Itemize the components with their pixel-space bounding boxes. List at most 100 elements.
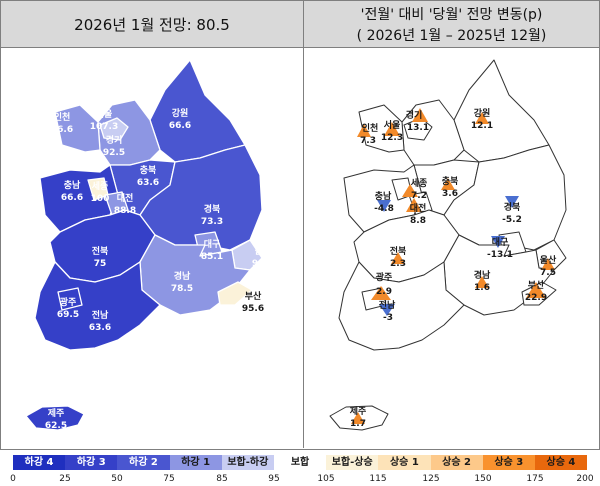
left-label-daejeon-value: 88.8 xyxy=(114,206,136,216)
left-choropleth-map: 인천 86.6 서울 107.3 경기 92.5 강원 66.6 충북 63.6… xyxy=(25,59,567,431)
arrow-up-icon xyxy=(402,184,418,197)
right-label-jeonnam-value: -3 xyxy=(383,313,393,323)
right-label-gwangju-name: 광주 xyxy=(376,271,393,283)
right-label-gangwon-name: 강원 xyxy=(474,107,491,119)
legend-tick: 85 xyxy=(216,474,228,484)
left-region-incheon[interactable] xyxy=(54,104,101,153)
right-label-gyeongnam-name: 경남 xyxy=(474,269,491,281)
arrow-up-icon xyxy=(351,412,365,424)
legend-ticks: 0 25 50 75 85 95 105 115 125 150 175 200 xyxy=(0,474,600,486)
color-legend: 하강 4 하강 3 하강 2 하강 1 보합-하강 보합 보합-상승 상승 1 … xyxy=(13,455,588,470)
panel-divider xyxy=(303,0,304,448)
left-label-gyeonggi-value: 92.5 xyxy=(103,148,125,158)
left-region-seoul[interactable] xyxy=(99,117,129,141)
legend-cell: 보합 xyxy=(273,455,327,470)
left-label-gwangju-name: 광주 xyxy=(60,296,77,308)
left-label-daejeon-name: 대전 xyxy=(117,192,134,204)
right-label-chungnam-value: -4.8 xyxy=(374,204,394,214)
left-label-seoul-value: 107.3 xyxy=(90,122,118,132)
right-label-daegu-name: 대구 xyxy=(492,236,509,248)
legend-cell: 상승 2 xyxy=(430,455,483,470)
right-label-busan-value: 22.9 xyxy=(525,293,547,303)
left-label-jeonnam-name: 전남 xyxy=(92,309,109,321)
arrow-up-icon xyxy=(541,258,555,270)
arrow-up-icon xyxy=(384,122,400,136)
legend-tick: 150 xyxy=(474,474,492,484)
legend-cell: 보합-상승 xyxy=(326,455,379,470)
right-panel-header: '전월' 대비 '당월' 전망 변동(p) ( 2026년 1월 – 2025년… xyxy=(304,1,599,48)
legend-tick: 75 xyxy=(163,474,175,484)
left-label-chungbuk-name: 충북 xyxy=(140,164,157,176)
right-outline-map xyxy=(329,59,567,431)
arrow-up-icon xyxy=(475,276,489,288)
legend-tick: 0 xyxy=(10,474,16,484)
right-label-gwangju-value: 2.9 xyxy=(376,287,392,297)
legend-tick: 50 xyxy=(111,474,123,484)
legend-cell: 보합-하강 xyxy=(221,455,274,470)
right-label-seoul-value: 12.3 xyxy=(381,133,403,143)
right-label-busan-name: 부산 xyxy=(528,279,545,291)
left-region-busan[interactable] xyxy=(217,281,253,306)
right-label-incheon-name: 인천 xyxy=(362,123,379,134)
arrow-down-icon xyxy=(377,200,391,212)
left-label-jeonbuk-value: 75 xyxy=(94,259,107,269)
left-region-jeju[interactable] xyxy=(25,405,85,431)
arrow-up-icon xyxy=(391,252,405,264)
left-region-gangwon[interactable] xyxy=(149,59,246,163)
left-label-chungnam-name: 충남 xyxy=(64,179,81,191)
left-map-labels: 인천 86.6 서울 107.3 경기 92.5 강원 66.6 충북 63.6… xyxy=(45,107,274,431)
left-label-gangwon-name: 강원 xyxy=(172,107,189,119)
left-label-daegu-name: 대구 xyxy=(204,238,221,250)
left-label-incheon-value: 86.6 xyxy=(51,125,73,135)
left-region-gwangju[interactable] xyxy=(57,287,83,311)
legend-tick: 115 xyxy=(369,474,387,484)
right-label-ulsan-value: 7.5 xyxy=(540,268,556,278)
left-label-gyeongnam-name: 경남 xyxy=(174,270,191,282)
right-label-jeju-name: 제주 xyxy=(350,405,367,417)
left-label-gyeonggi-name: 경기 xyxy=(106,134,123,146)
left-panel-header: 2026년 1월 전망: 80.5 xyxy=(1,1,303,48)
left-label-incheon-name: 인천 xyxy=(54,112,71,123)
right-label-chungnam-name: 충남 xyxy=(375,190,392,202)
legend-cell: 하강 4 xyxy=(13,455,66,470)
left-label-ulsan-name: 울산 xyxy=(255,245,272,257)
right-label-jeonnam-name: 전남 xyxy=(379,299,396,311)
right-label-gyeonggi-value: 13.1 xyxy=(407,123,429,133)
legend-cell: 하강 1 xyxy=(169,455,222,470)
left-label-jeju-name: 제주 xyxy=(48,407,65,419)
legend-cell: 상승 3 xyxy=(482,455,535,470)
right-label-jeju-value: 1.7 xyxy=(350,419,366,429)
left-label-chungnam-value: 66.6 xyxy=(61,193,83,203)
left-label-chungbuk-value: 63.6 xyxy=(137,178,159,188)
right-label-daegu-value: -13.1 xyxy=(487,250,513,260)
left-label-busan-name: 부산 xyxy=(245,290,262,302)
left-label-jeju-value: 62.5 xyxy=(45,421,67,431)
legend-tick: 25 xyxy=(59,474,71,484)
legend-tick: 175 xyxy=(526,474,544,484)
left-region-jeonnam[interactable] xyxy=(34,261,161,351)
left-label-sejong-value: 100 xyxy=(91,194,110,204)
right-label-gyeongbuk-name: 경북 xyxy=(504,201,521,213)
right-label-gyeongbuk-value: -5.2 xyxy=(502,215,522,225)
legend-tick: 200 xyxy=(576,474,594,484)
left-region-gyeonggi[interactable] xyxy=(97,99,161,166)
right-label-gangwon-value: 12.1 xyxy=(471,121,493,131)
right-region-incheon[interactable] xyxy=(358,104,405,153)
arrow-up-icon xyxy=(475,112,489,124)
legend-cell: 하강 2 xyxy=(117,455,170,470)
legend-tick: 125 xyxy=(422,474,440,484)
legend-cell: 하강 3 xyxy=(65,455,118,470)
right-label-jeonbuk-name: 전북 xyxy=(390,245,407,257)
right-region-jeonnam[interactable] xyxy=(338,261,465,351)
left-label-gyeongnam-value: 78.5 xyxy=(171,284,193,294)
right-label-chungbuk-name: 충북 xyxy=(442,175,459,187)
arrow-up-icon xyxy=(406,198,422,212)
left-label-gyeongbuk-name: 경북 xyxy=(204,203,221,215)
right-label-sejong-value: 7.2 xyxy=(411,191,427,201)
left-label-jeonnam-value: 63.6 xyxy=(89,323,111,333)
right-region-gangwon[interactable] xyxy=(453,59,550,163)
arrow-down-icon xyxy=(505,196,519,208)
left-region-daejeon[interactable] xyxy=(104,191,129,216)
arrow-down-icon xyxy=(491,236,505,248)
left-label-daegu-value: 85.1 xyxy=(201,252,223,262)
